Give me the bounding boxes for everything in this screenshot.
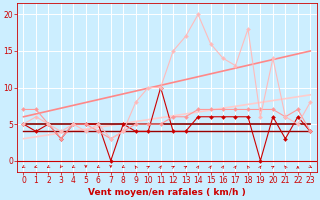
X-axis label: Vent moyen/en rafales ( km/h ): Vent moyen/en rafales ( km/h ) xyxy=(88,188,246,197)
